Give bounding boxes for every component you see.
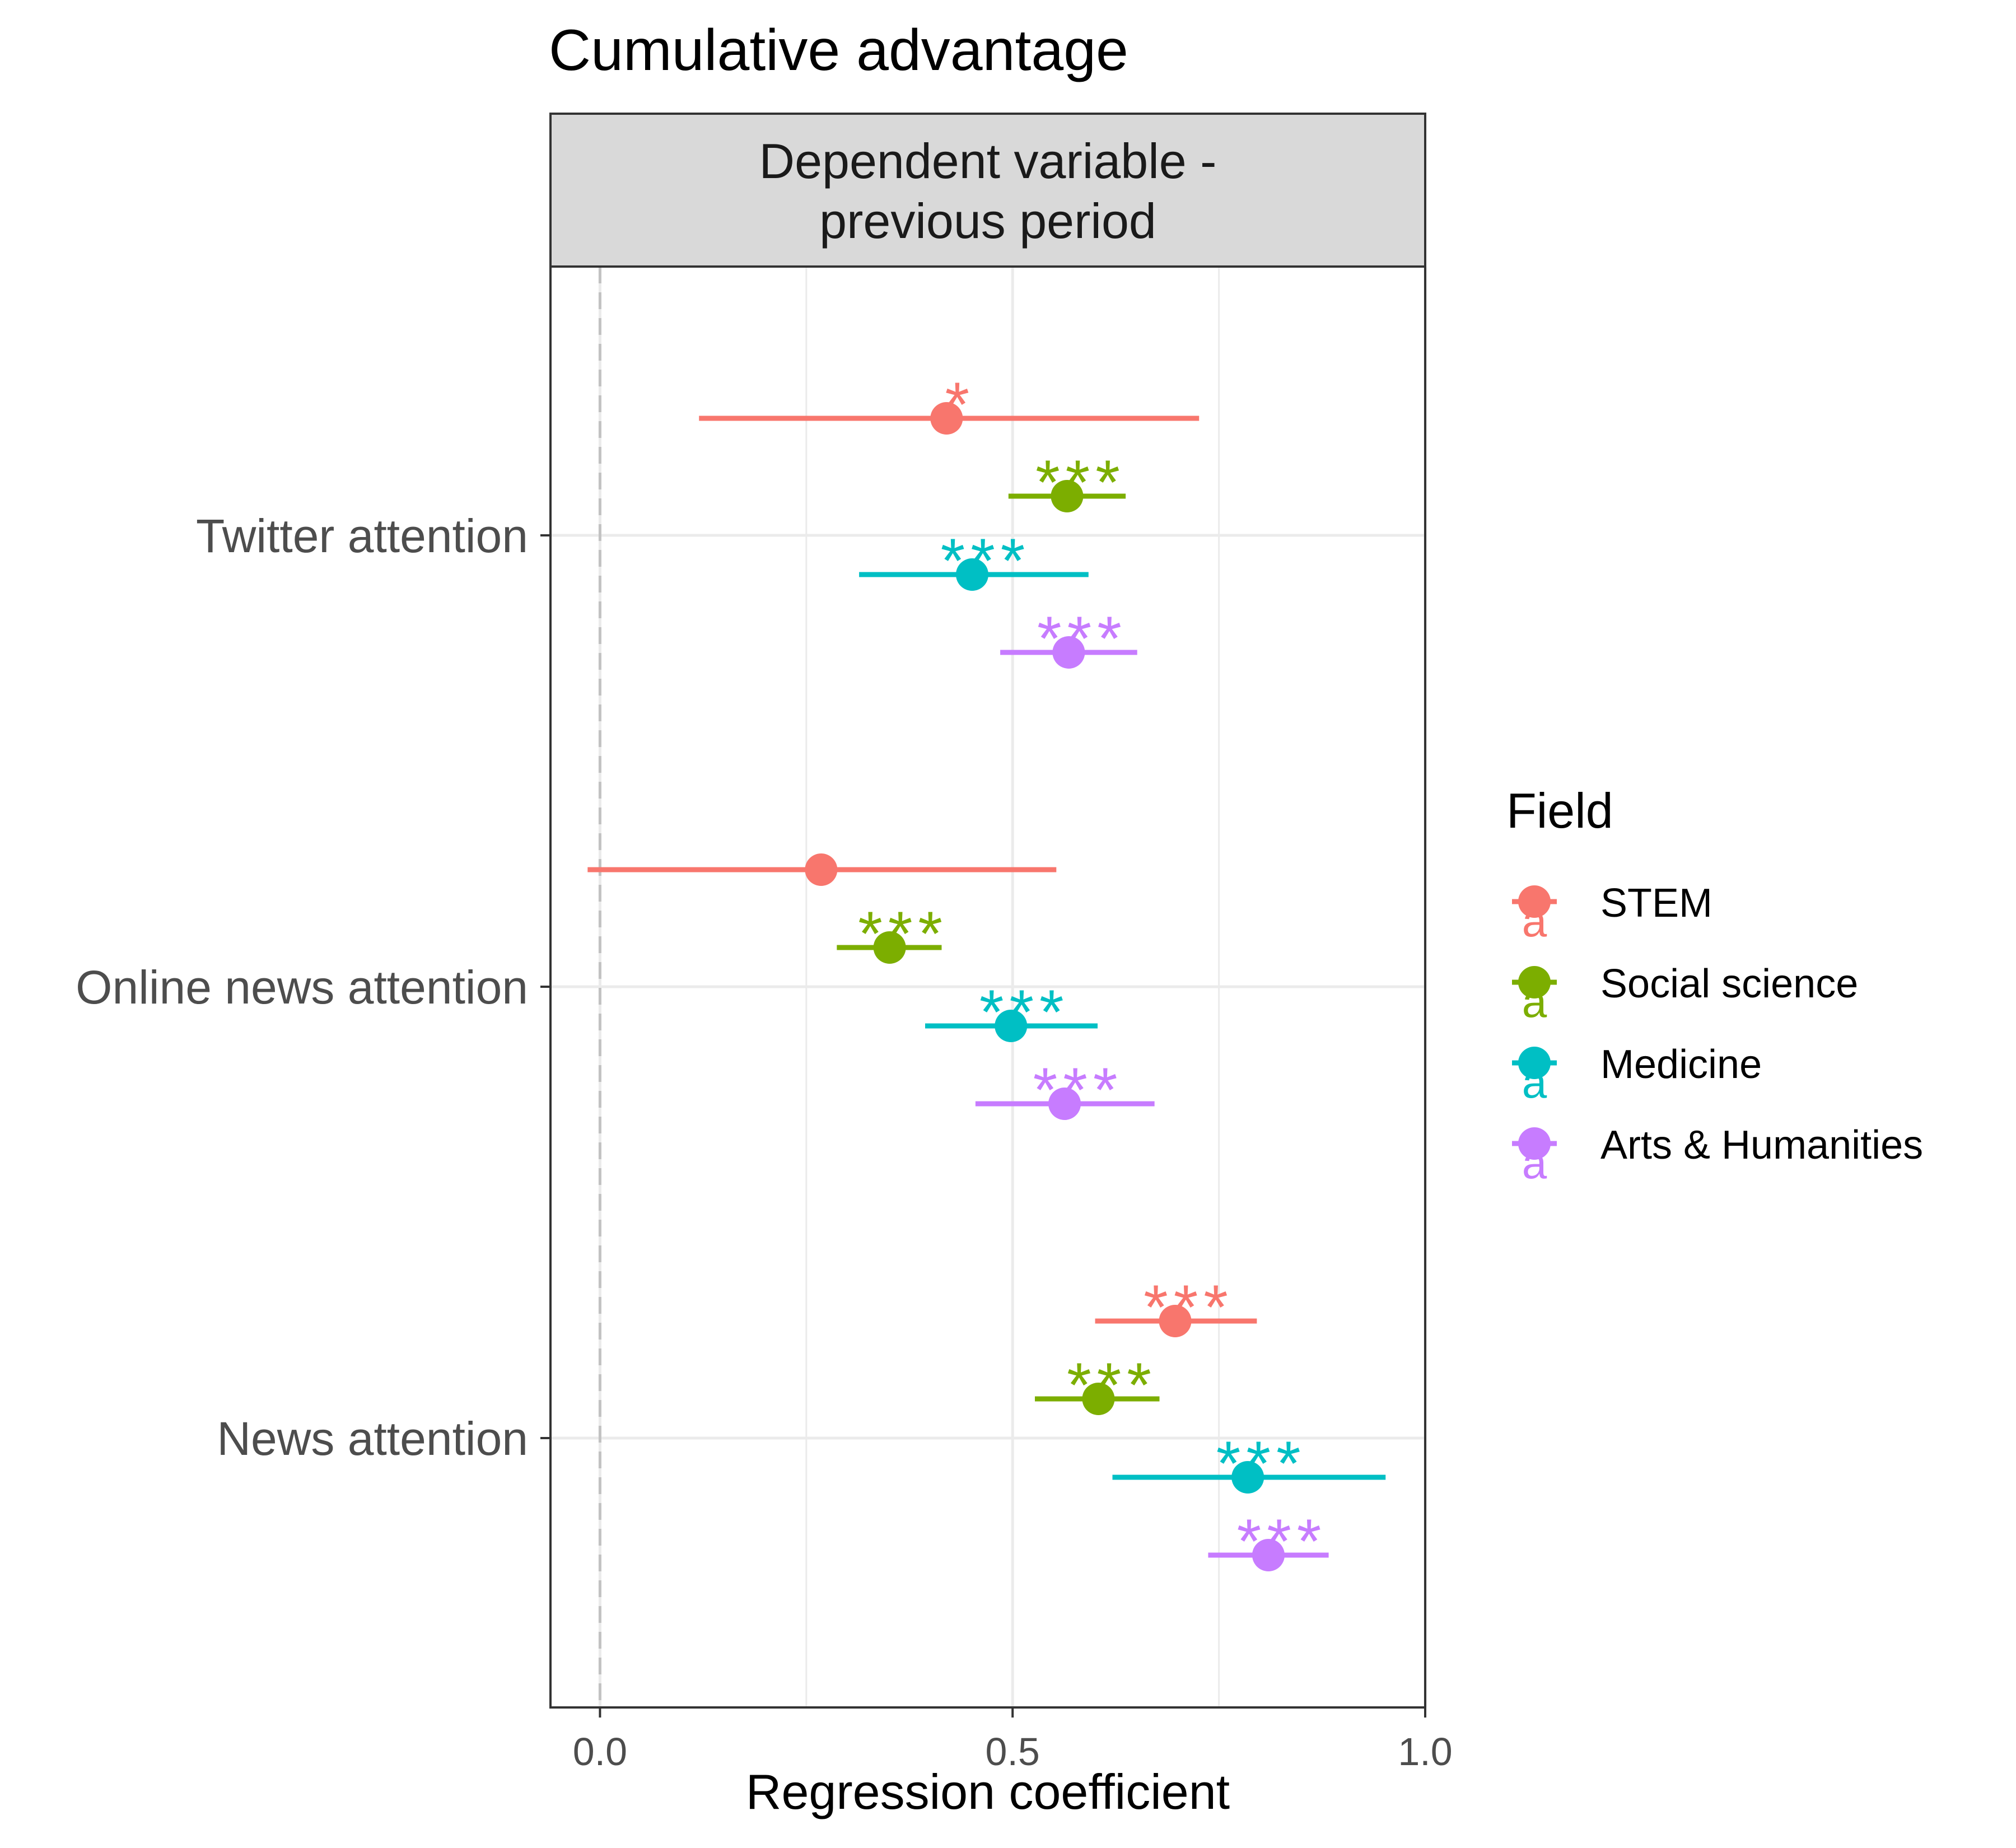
y-tick-label: News attention [217,1412,528,1465]
significance-label: *** [858,899,948,969]
estimate-point [873,931,906,964]
legend: Field a STEM a Social science a Medicine a Arts… [1506,783,1923,1188]
legend-label: STEM [1600,881,1712,926]
legend-key-point [1518,1047,1551,1079]
y-tick-label: Twitter attention [196,510,528,562]
significance-label: *** [1144,1272,1234,1342]
legend-key-point [1518,966,1551,998]
y-tick-label: Online news attention [76,961,528,1014]
estimate-point [930,402,963,435]
estimate-point [995,1010,1028,1042]
x-axis-title: Regression coefficient [746,1764,1230,1819]
x-tick-label: 0.0 [573,1730,627,1774]
legend-item: a Social science [1512,962,1858,1026]
legend-item: a Medicine [1512,1042,1762,1107]
legend-key-point [1518,1127,1551,1160]
significance-label: *** [1067,1350,1157,1420]
significance-label: *** [941,526,1031,596]
series-social-science: ********* [837,447,1160,1420]
series-layer: ******************************* [587,370,1386,1576]
chart-title: Cumulative advantage [549,18,1128,83]
x-tick-label: 1.0 [1398,1730,1452,1774]
significance-label: *** [1216,1429,1306,1499]
estimate-point [1048,1088,1081,1120]
significance-label: * [945,370,976,440]
legend-label: Social science [1600,962,1858,1006]
estimate-point [956,558,989,591]
legend-item: a Arts & Humanities [1512,1123,1923,1188]
estimate-point [1051,480,1084,512]
significance-label: *** [1035,447,1126,517]
legend-key-glyph: a [1522,1057,1547,1107]
legend-key-point [1518,885,1551,918]
legend-key-glyph: a [1522,977,1547,1026]
legend-title: Field [1506,783,1613,838]
facet-label-line-1: Dependent variable - [759,133,1217,189]
legend-label: Medicine [1600,1042,1762,1087]
estimate-point [1159,1305,1192,1337]
facet-strip [549,113,1426,268]
legend-label: Arts & Humanities [1600,1123,1923,1168]
legend-key-glyph: a [1522,896,1547,946]
significance-label: *** [1237,1506,1327,1576]
estimate-point [1082,1383,1115,1415]
series-stem: **** [587,370,1257,1342]
estimate-point [1252,1539,1285,1571]
significance-label: *** [1033,1055,1123,1125]
legend-item: a STEM [1512,881,1712,946]
estimate-point [1052,636,1085,669]
significance-label: *** [979,977,1070,1047]
series-arts-humanities: ********* [975,604,1329,1576]
estimate-point [1231,1461,1264,1494]
legend-key-glyph: a [1522,1138,1547,1188]
facet-label-line-2: previous period [819,193,1156,249]
axis-layer: 0.0 0.5 1.0 Twitter attention Online news at… [76,510,1453,1774]
series-medicine: ********* [859,526,1386,1499]
x-tick-label: 0.5 [986,1730,1040,1774]
significance-label: *** [1037,604,1127,674]
estimate-point [805,853,838,886]
legend-items: a STEM a Social science a Medicine a Arts & Hum… [1512,881,1923,1188]
